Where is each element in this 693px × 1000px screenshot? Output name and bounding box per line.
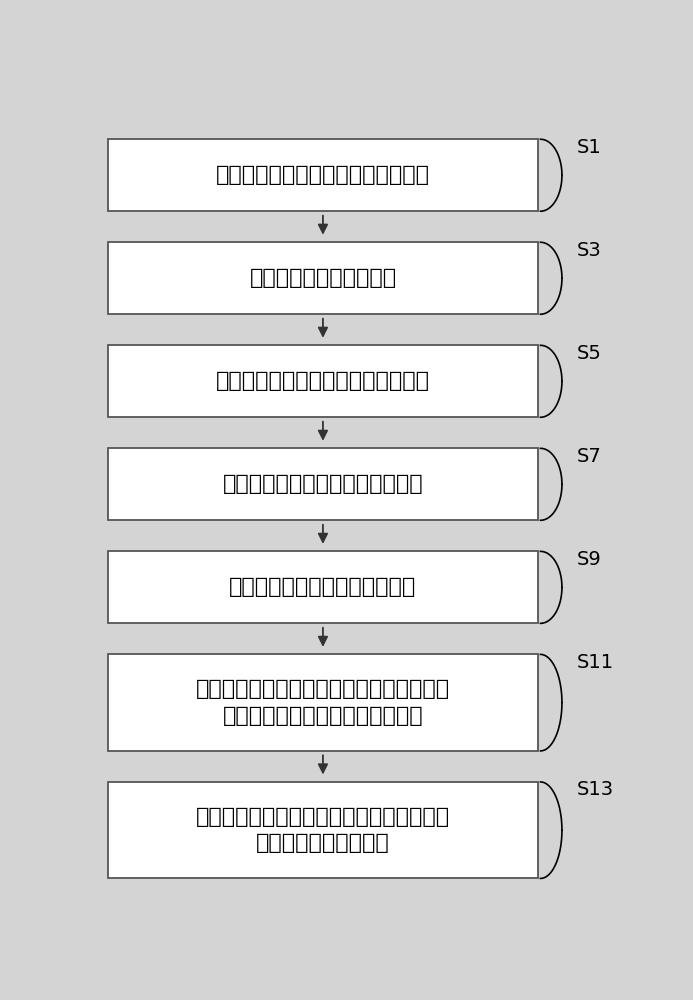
Text: 将测通数据比对到原始拼接图的边上: 将测通数据比对到原始拼接图的边上 [216,371,430,391]
FancyBboxPatch shape [108,782,538,878]
Text: S9: S9 [577,550,602,569]
Text: 构建以锚点边为中心的局部子图: 构建以锚点边为中心的局部子图 [229,577,416,597]
FancyBboxPatch shape [108,345,538,417]
Text: 根据读段构建原始拼接图: 根据读段构建原始拼接图 [249,268,396,288]
FancyBboxPatch shape [108,654,538,751]
Text: S13: S13 [577,780,614,799]
Text: 接收包括读段和测通数据的测序序列: 接收包括读段和测通数据的测序序列 [216,165,430,185]
Text: 化简局部子图，在化简结果中重复选择锚点
边进行处理直至不存在新的锚点边: 化简局部子图，在化简结果中重复选择锚点 边进行处理直至不存在新的锚点边 [196,679,450,726]
Text: S3: S3 [577,241,602,260]
FancyBboxPatch shape [108,551,538,623]
Text: S5: S5 [577,344,602,363]
Text: 对处理后剩余的局部子图进行合并，将合并
结果作为拼接结果输出: 对处理后剩余的局部子图进行合并，将合并 结果作为拼接结果输出 [196,807,450,853]
FancyBboxPatch shape [108,139,538,211]
Text: S11: S11 [577,653,614,672]
FancyBboxPatch shape [108,448,538,520]
Text: S7: S7 [577,447,602,466]
Text: S1: S1 [577,138,602,157]
Text: 从原始拼接图的边集中选择锚点边: 从原始拼接图的边集中选择锚点边 [222,474,423,494]
FancyBboxPatch shape [108,242,538,314]
